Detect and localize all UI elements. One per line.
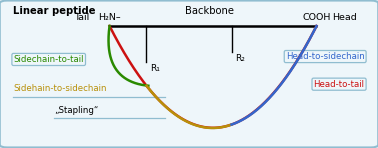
Text: Backbone: Backbone [185,6,234,16]
Text: Linear peptide: Linear peptide [14,6,96,16]
Text: Head: Head [332,13,356,22]
Text: Sidehain-to-sidechain: Sidehain-to-sidechain [14,84,107,93]
Text: H₂N–: H₂N– [98,13,121,22]
Text: Head-to-sidechain: Head-to-sidechain [286,52,364,61]
Text: Sidechain-to-tail: Sidechain-to-tail [14,55,84,64]
Text: R₁: R₁ [150,64,160,73]
Text: Head-to-tail: Head-to-tail [313,80,364,89]
Text: COOH: COOH [302,13,331,22]
Text: „Stapling“: „Stapling“ [54,106,99,115]
Text: R₂: R₂ [235,54,245,63]
Text: Tail: Tail [74,13,90,22]
